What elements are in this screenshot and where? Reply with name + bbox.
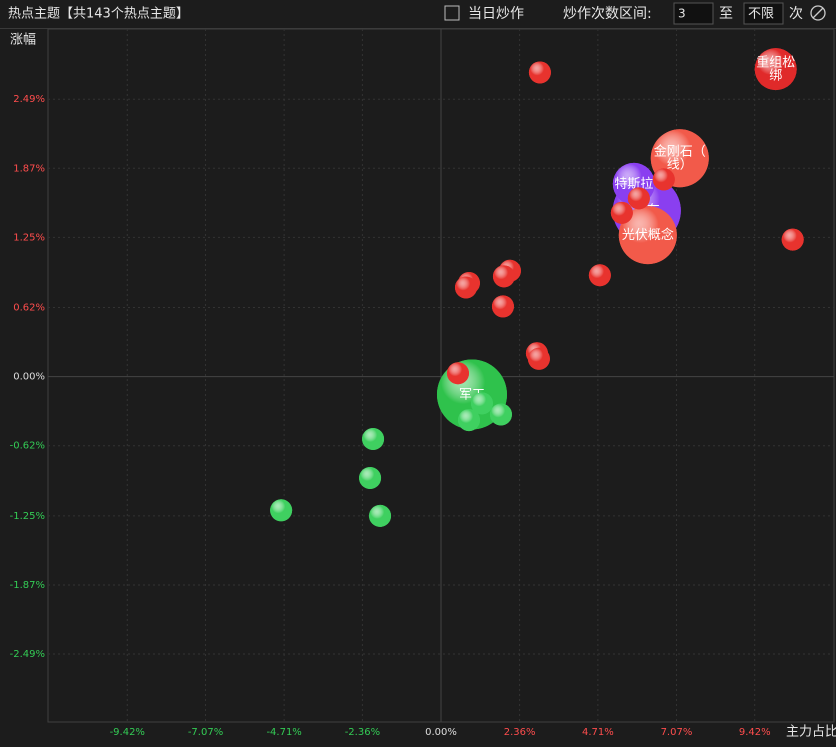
bubble-group: 重组松绑 [754,48,797,91]
x-tick-label: -4.71% [266,727,301,738]
bubble-group [270,499,293,522]
y-tick-label: 2.49% [13,94,45,105]
reset-icon[interactable] [810,5,826,21]
bubble[interactable] [362,428,385,451]
bubble-group [489,403,512,426]
bubble[interactable] [470,392,493,415]
x-tick-label: 9.42% [739,727,771,738]
checkbox[interactable] [444,5,460,21]
bubble-label: 光伏概念 [622,227,674,243]
bubble-group [610,201,633,224]
bubble-label: 重组松绑 [756,54,795,83]
bubble[interactable] [446,362,469,385]
bubble[interactable] [610,201,633,224]
range-to[interactable]: 不限 [748,7,774,22]
bubble[interactable] [754,48,797,91]
bubble[interactable] [527,347,550,370]
bubble-group [527,347,550,370]
range-from-input[interactable] [673,2,714,25]
x-tick-label: 7.07% [661,727,693,738]
bubble[interactable] [369,504,392,527]
bubble[interactable] [270,499,293,522]
x-tick-label: -9.42% [110,727,145,738]
y-axis-label: 涨幅 [10,33,36,48]
bubble-label: 金刚石（线） [654,143,706,172]
bubble-group [454,276,477,299]
bubble[interactable] [781,228,804,251]
bubble-group [528,61,551,84]
bubble-group: 光伏概念 [618,206,677,265]
x-tick-label: 0.00% [425,727,457,738]
y-tick-label: 1.87% [13,163,45,174]
bubble[interactable] [627,187,650,210]
bubble-group [369,504,392,527]
bubble[interactable] [588,264,611,287]
y-tick-label: -1.87% [10,580,45,591]
bubble[interactable] [457,409,480,432]
x-tick-label: -7.07% [188,727,223,738]
bubble[interactable] [454,276,477,299]
y-tick-label: 0.62% [13,303,45,314]
bubble[interactable] [528,61,551,84]
y-tick-label: 0.00% [13,372,45,383]
bubble[interactable] [489,403,512,426]
bubble[interactable] [652,168,675,191]
bubble-label: 特斯拉 [614,176,653,191]
y-tick-label: -2.49% [10,649,45,660]
x-tick-label: 4.71% [582,727,614,738]
x-tick-label: -2.36% [345,727,380,738]
range-sep: 至 [719,6,733,22]
bubble-group [492,265,515,288]
bubble[interactable] [492,265,515,288]
bubble-group [781,228,804,251]
range-to-input[interactable] [743,2,784,25]
x-axis-label: 主力占比 [786,725,836,740]
y-tick-label: -1.25% [10,511,45,522]
bubble-group [652,168,675,191]
bubble-group [470,392,493,415]
bubble[interactable] [359,467,382,490]
bubble-group [446,362,469,385]
x-tick-label: 2.36% [504,727,536,738]
bubble[interactable] [491,295,514,318]
bubble-group [457,409,480,432]
bubble-group [491,295,514,318]
reset-icon-slash[interactable] [812,7,824,19]
bubble-group [362,428,385,451]
range-label: 炒作次数区间: [563,6,652,22]
reset-icon-circle[interactable] [810,5,826,21]
y-tick-label: -0.62% [10,441,45,452]
bubble[interactable] [618,206,677,265]
bubble-group [359,467,382,490]
range-from[interactable]: 3 [678,7,686,21]
checkbox-label[interactable]: 当日炒作 [468,6,524,22]
range-unit: 次 [789,6,803,22]
y-tick-label: 1.25% [13,232,45,243]
bubble-group [627,187,650,210]
header-title: 热点主题【共143个热点主题】 [8,7,189,22]
bubble-group [588,264,611,287]
